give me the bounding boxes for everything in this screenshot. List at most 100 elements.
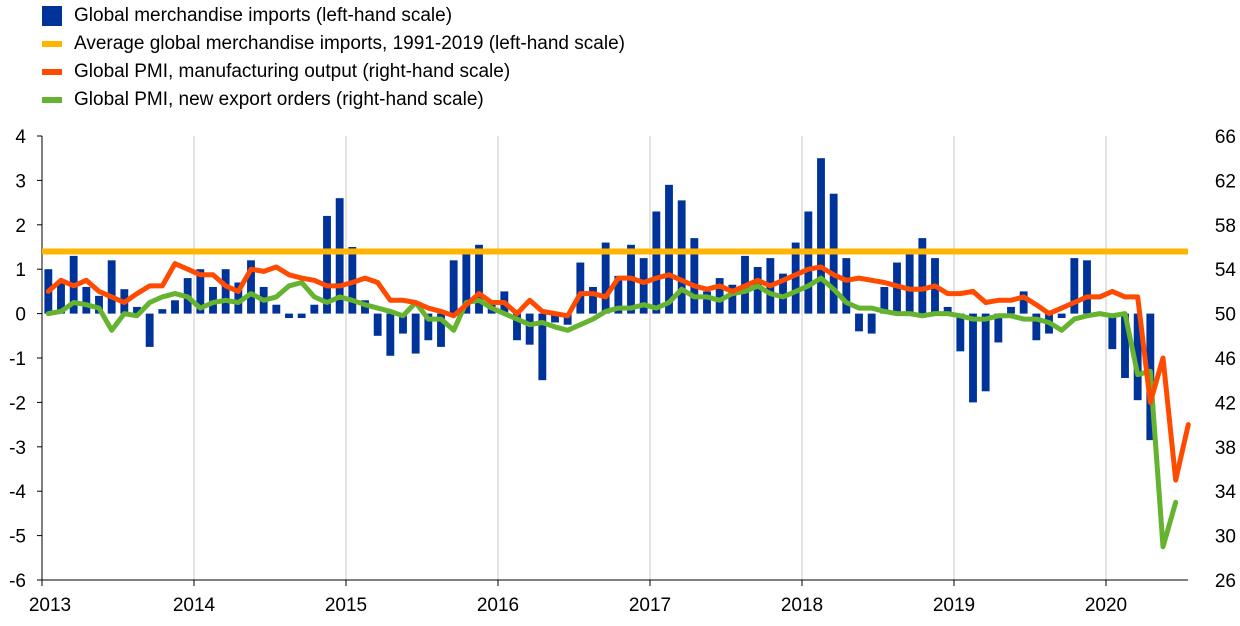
left-axis-tick-label: 3	[15, 171, 26, 192]
legend-label: Average global merchandise imports, 1991…	[74, 33, 625, 54]
import-bar	[918, 238, 927, 314]
legend-swatch	[42, 6, 62, 26]
import-bar	[690, 238, 699, 314]
import-bar	[411, 313, 420, 354]
left-axis-tick-label: 0	[15, 305, 26, 326]
import-bar	[525, 313, 534, 345]
import-bar	[513, 313, 521, 341]
pmi-manufacturing-output-line	[45, 261, 1191, 483]
import-bar	[145, 313, 154, 347]
legend-item: Global merchandise imports (left-hand sc…	[42, 2, 625, 30]
import-bar	[449, 260, 458, 314]
import-bar	[563, 313, 572, 325]
legend-label: Global merchandise imports (left-hand sc…	[74, 5, 453, 26]
legend-item: Global PMI, new export orders (right-han…	[42, 86, 625, 114]
import-bar	[158, 309, 167, 314]
import-bar	[462, 251, 471, 314]
right-axis-tick-label: 34	[1215, 482, 1237, 503]
import-bar	[1121, 313, 1129, 378]
left-axis-tick-label: 2	[15, 216, 26, 237]
import-bar	[386, 313, 395, 356]
import-bar	[335, 198, 344, 314]
x-axis-tick-label: 2017	[629, 595, 671, 616]
right-axis-tick-label: 30	[1215, 527, 1236, 548]
import-bar	[285, 313, 293, 319]
import-bar	[1108, 313, 1117, 350]
import-bar	[1070, 258, 1079, 314]
import-bar	[715, 278, 724, 314]
right-axis-tick-label: 50	[1215, 305, 1236, 326]
import-bar	[880, 286, 889, 314]
import-bar	[171, 300, 179, 314]
import-bar	[576, 262, 585, 314]
left-axis-tick-label: -2	[9, 393, 26, 414]
x-axis-tick-label: 2013	[29, 595, 71, 616]
import-bar	[133, 306, 141, 314]
right-axis-tick-label: 46	[1215, 349, 1236, 370]
import-bar	[1083, 260, 1091, 314]
import-bar	[1032, 313, 1041, 341]
legend-swatch	[42, 69, 62, 75]
import-bar	[753, 266, 762, 314]
import-bar	[804, 211, 813, 314]
import-bar	[297, 313, 306, 319]
import-bar	[728, 284, 737, 314]
left-axis-tick-label: -6	[9, 571, 26, 592]
import-bar	[677, 200, 686, 314]
legend-item: Global PMI, manufacturing output (right-…	[42, 58, 625, 86]
right-axis-tick-label: 42	[1215, 393, 1236, 414]
import-bar	[221, 269, 230, 314]
import-bar	[842, 258, 851, 314]
import-bar	[1057, 313, 1066, 319]
import-bar	[855, 313, 863, 332]
import-bar	[614, 275, 623, 314]
left-axis-tick-label: -1	[9, 349, 26, 370]
import-bar	[601, 242, 610, 314]
import-bar	[1007, 306, 1015, 314]
import-bar	[310, 304, 319, 314]
import-bar	[1133, 313, 1142, 401]
import-bar	[791, 242, 800, 314]
right-axis-tick-label: 66	[1215, 127, 1236, 148]
import-bar	[969, 313, 977, 403]
import-bar	[424, 313, 433, 341]
import-bar	[475, 244, 483, 314]
import-bar	[247, 260, 255, 314]
right-axis-tick-label: 54	[1215, 260, 1237, 281]
import-bar	[272, 304, 281, 314]
import-bar	[867, 313, 876, 334]
right-axis-tick-label: 62	[1215, 171, 1236, 192]
import-bar	[373, 313, 382, 336]
left-axis-tick-label: -4	[9, 482, 26, 503]
right-axis-tick-label: 38	[1215, 438, 1236, 459]
right-axis-tick-label: 58	[1215, 216, 1236, 237]
pmi-new-export-orders-line	[45, 275, 1179, 550]
x-axis-tick-label: 2016	[477, 595, 519, 616]
left-axis-tick-label: -3	[9, 438, 26, 459]
legend-item: Average global merchandise imports, 1991…	[42, 30, 625, 58]
right-axis-tick-label: 26	[1215, 571, 1236, 592]
x-axis-tick-label: 2014	[173, 595, 216, 616]
x-axis-tick-label: 2018	[781, 595, 823, 616]
import-bar	[323, 215, 331, 314]
import-bar	[652, 211, 661, 314]
import-bar	[57, 282, 65, 314]
import-bar	[703, 291, 711, 314]
x-axis-tick-label: 2019	[933, 595, 975, 616]
import-bar	[437, 313, 445, 347]
import-bar	[82, 286, 91, 314]
import-bar	[95, 295, 103, 314]
import-bar	[981, 313, 990, 392]
left-axis-tick-label: 1	[15, 260, 26, 281]
import-bar	[107, 260, 116, 314]
import-bar	[234, 282, 243, 314]
import-bar	[551, 313, 559, 323]
import-bar	[956, 313, 965, 352]
legend-swatch	[42, 97, 62, 103]
legend-swatch	[42, 41, 62, 47]
left-axis-tick-label: 4	[15, 127, 26, 148]
x-axis-tick-label: 2015	[325, 595, 367, 616]
legend-label: Global PMI, manufacturing output (right-…	[74, 61, 511, 82]
legend-label: Global PMI, new export orders (right-han…	[74, 89, 484, 110]
